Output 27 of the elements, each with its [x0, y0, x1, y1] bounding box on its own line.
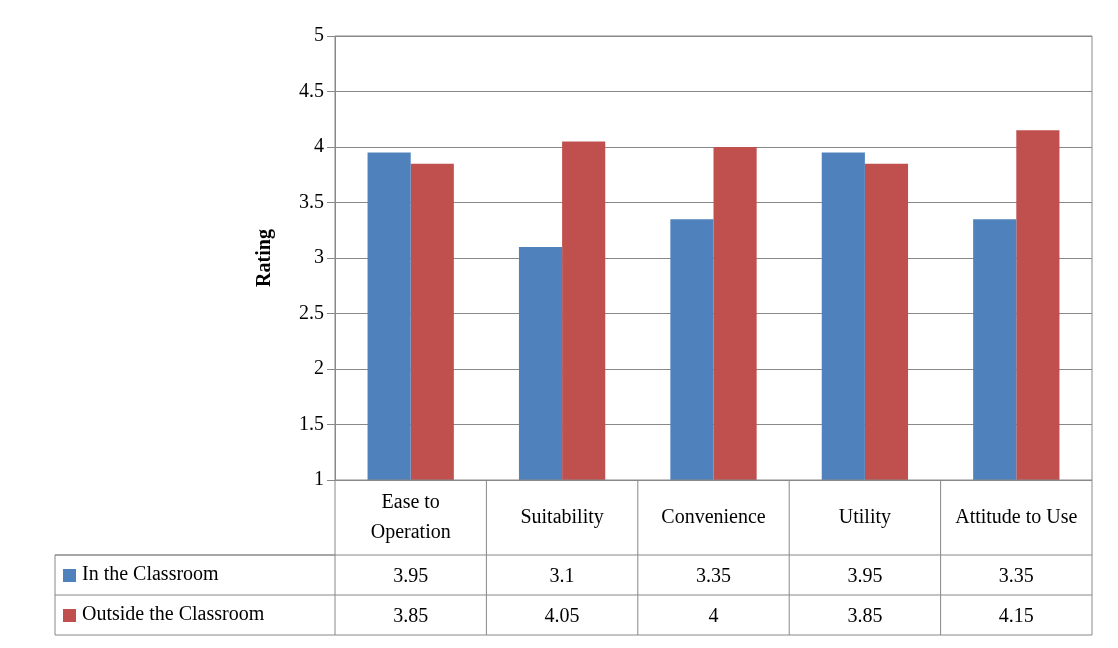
y-tick-label: 3.5: [299, 189, 324, 212]
data-label: 3.85: [847, 604, 883, 627]
x-tick-label: Convenience: [661, 504, 766, 527]
data-label: 3.95: [847, 564, 883, 587]
y-tick-label: 4: [314, 134, 324, 157]
y-tick-label: 1: [314, 467, 324, 490]
x-tick-label: Ease to Operation: [370, 489, 451, 543]
y-tick-label: 2: [314, 356, 324, 379]
data-label: 4.05: [544, 604, 580, 627]
y-tick-label: 4.5: [299, 78, 324, 101]
data-label: 4.15: [998, 604, 1034, 627]
y-tick-label: 2.5: [299, 300, 324, 323]
x-tick-label: Attitude to Use: [955, 504, 1078, 527]
legend-label: In the Classroom: [82, 562, 220, 585]
legend-label: Outside the Classroom: [82, 602, 265, 625]
data-label: 3.35: [998, 564, 1034, 587]
y-tick-label: 1.5: [299, 411, 324, 434]
data-label: 3.1: [549, 564, 575, 587]
y-tick-label: 3: [314, 245, 324, 268]
y-axis-title: Rating: [252, 229, 276, 287]
x-tick-label: Utility: [838, 504, 892, 528]
data-label: 3.95: [393, 564, 429, 587]
x-tick-label: Suitability: [520, 504, 604, 528]
data-label: 4: [708, 604, 719, 627]
y-tick-label: 5: [314, 23, 324, 46]
data-label: 3.35: [696, 564, 731, 587]
data-label: 3.85: [393, 604, 429, 627]
